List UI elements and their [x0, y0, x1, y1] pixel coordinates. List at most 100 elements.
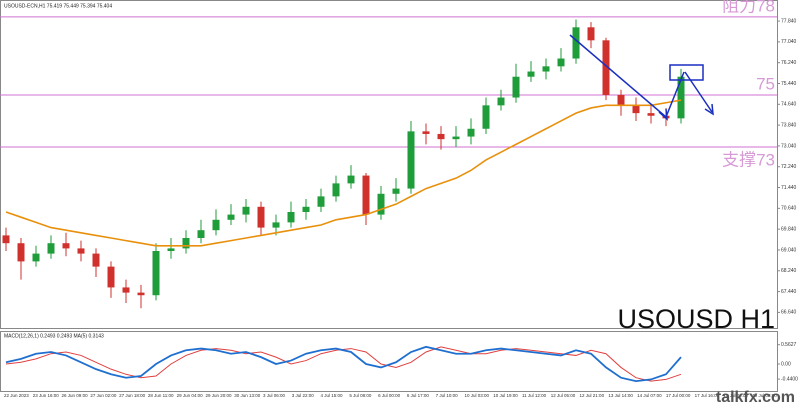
- indicator-tick-label: 0.00: [781, 361, 791, 367]
- x-tick-label: 18 Jul 09:00: [723, 393, 748, 398]
- indicator-tick-label: 0.5627: [781, 342, 797, 348]
- moving-average: [5, 99, 682, 247]
- candle-body: [242, 206, 250, 215]
- y-tick-label: 67.440: [781, 289, 797, 295]
- indicator-tick-label: -0.4400: [781, 376, 798, 382]
- x-tick-label: 22 Jun 2023: [4, 393, 29, 398]
- x-tick-label: 19 Jul 02:00: [752, 393, 777, 398]
- x-tick-label: 17 Jul 16:00: [695, 393, 720, 398]
- annotations: [569, 34, 714, 121]
- candle-body: [662, 115, 670, 119]
- y-tick-label: 71.440: [781, 185, 797, 191]
- candle-body: [452, 136, 460, 140]
- candle-body: [317, 196, 325, 207]
- candle-body: [587, 27, 595, 41]
- candle-body: [137, 292, 145, 296]
- candle-body: [527, 71, 535, 77]
- candle-body: [437, 133, 445, 140]
- y-tick-label: 75.440: [781, 81, 797, 87]
- candle-body: [347, 175, 355, 184]
- candle-body: [482, 105, 490, 129]
- candle-body: [647, 113, 655, 116]
- watermark: USOUSD H1: [617, 304, 775, 334]
- candle-body: [287, 211, 295, 223]
- candle-body: [32, 253, 40, 262]
- candle-body: [332, 183, 340, 197]
- y-tick-label: 72.240: [781, 164, 797, 170]
- y-tick-label: 66.640: [781, 310, 797, 316]
- y-tick-label: 76.240: [781, 60, 797, 66]
- x-tick-label: 27 Jun 02:00: [90, 393, 117, 398]
- x-tick-label: 29 Jun 20:00: [205, 393, 232, 398]
- x-tick-label: 7 Jul 10:00: [436, 393, 459, 398]
- x-tick-label: 11 Jul 12:00: [522, 393, 547, 398]
- site-mark: talkfx.com: [716, 389, 795, 404]
- candle-body: [512, 76, 520, 98]
- candle-body: [377, 193, 385, 215]
- level-label: 阻力78: [722, 0, 775, 15]
- x-tick-label: 4 Jul 15:00: [321, 393, 344, 398]
- candle-body: [602, 40, 610, 95]
- y-tick-label: 73.040: [781, 143, 797, 149]
- level-label: 支撑73: [722, 150, 775, 169]
- x-tick-label: 3 Jul 06:00: [263, 393, 286, 398]
- candle-body: [182, 238, 190, 249]
- candle-body: [617, 94, 625, 106]
- indicator-title: MACD(12,26,1) 0.2493 0.2493 MA(5) 0.3143: [4, 333, 104, 339]
- x-tick-label: 14 Jul 07:00: [637, 393, 662, 398]
- trend-line: [569, 34, 667, 118]
- y-tick-label: 77.840: [781, 18, 797, 24]
- x-tick-label: 26 Jun 09:00: [62, 393, 89, 398]
- chart-title: USOUSD-ECN,H1 75.419 75.449 75.394 75.40…: [4, 3, 112, 9]
- candle-body: [632, 105, 640, 114]
- plot-frame: [0, 0, 778, 329]
- x-tick-label: 12 Jul 05:00: [551, 393, 576, 398]
- y-tick-label: 69.040: [781, 247, 797, 253]
- arrow-head: [658, 108, 668, 121]
- candle-body: [122, 287, 130, 293]
- macd-line: [5, 345, 682, 383]
- target-box: [669, 64, 704, 81]
- candle-body: [392, 188, 400, 194]
- candle-body: [677, 76, 685, 119]
- candle-body: [212, 219, 220, 231]
- x-tick-label: 5 Jul 08:00: [349, 393, 372, 398]
- x-tick-label: 3 Jul 22:00: [292, 393, 315, 398]
- indicator-frame: [0, 331, 778, 392]
- candle-body: [407, 131, 415, 189]
- candle-body: [107, 266, 115, 288]
- y-tick-label: 68.240: [781, 268, 797, 274]
- y-tick-label: 74.640: [781, 102, 797, 108]
- y-tick-label: 73.840: [781, 122, 797, 128]
- candle-body: [47, 243, 55, 254]
- candle-body: [467, 128, 475, 137]
- x-tick-label: 27 Jun 18:00: [119, 393, 146, 398]
- x-tick-label: 10 Jul 19:00: [493, 393, 518, 398]
- x-tick-label: 13 Jul 14:00: [608, 393, 633, 398]
- x-tick-label: 12 Jul 21:00: [580, 393, 605, 398]
- x-tick-label: 6 Jul 17:00: [407, 393, 430, 398]
- candle-body: [152, 251, 160, 296]
- candle-body: [197, 230, 205, 239]
- candle-body: [542, 66, 550, 72]
- candle-body: [62, 243, 70, 249]
- x-tick-label: 28 Jun 11:00: [148, 393, 174, 398]
- candle-body: [17, 243, 25, 262]
- candle-body: [257, 206, 265, 228]
- y-tick-label: 69.840: [781, 226, 797, 232]
- x-tick-label: 17 Jul 00:00: [666, 393, 691, 398]
- candle-body: [572, 27, 580, 59]
- candle-body: [92, 253, 100, 267]
- arrow-head: [704, 103, 714, 116]
- y-tick-label: 70.640: [781, 206, 797, 212]
- forecast-arrow: [684, 71, 713, 113]
- x-tick-label: 6 Jul 00:00: [378, 393, 401, 398]
- x-tick-label: 29 Jun 04:00: [177, 393, 204, 398]
- candle-body: [497, 97, 505, 106]
- y-tick-label: 77.040: [781, 39, 797, 45]
- candle-body: [2, 235, 10, 244]
- candle-body: [77, 248, 85, 254]
- candle-body: [422, 131, 430, 134]
